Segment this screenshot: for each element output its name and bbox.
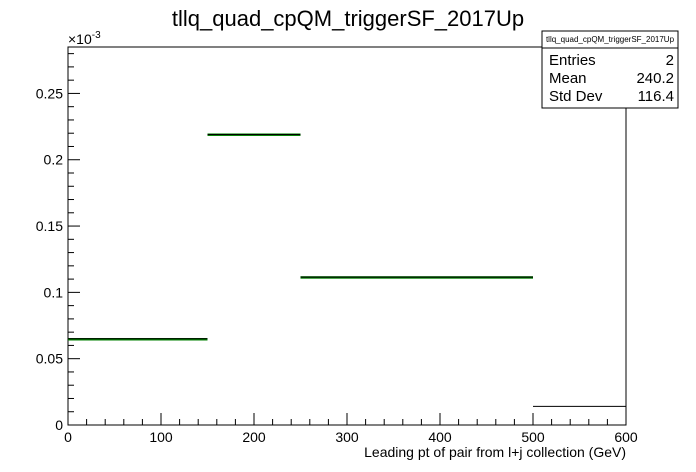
stats-entries-label: Entries xyxy=(549,52,596,69)
y-tick-label: 0.05 xyxy=(36,351,63,367)
histogram-bins xyxy=(68,133,626,407)
y-tick-label: 0.1 xyxy=(44,284,64,300)
x-tick-label: 600 xyxy=(614,429,638,445)
y-tick-label: 0.25 xyxy=(36,85,63,101)
x-axis: 0 100 200 300 400 500 600 xyxy=(64,413,638,445)
stats-stddev-value: 116.4 xyxy=(638,88,674,105)
chart-title: tllq_quad_cpQM_triggerSF_2017Up xyxy=(172,6,524,31)
stats-mean-label: Mean xyxy=(549,70,587,87)
stats-box-frame xyxy=(541,30,679,109)
x-axis-label: Leading pt of pair from l+j collection (… xyxy=(364,444,626,460)
x-tick-label: 0 xyxy=(64,429,72,445)
x-tick-label: 200 xyxy=(242,429,266,445)
y-axis: 0 0.05 0.1 0.15 0.2 0.25 xyxy=(36,53,80,433)
x-tick-label: 100 xyxy=(149,429,173,445)
x-tick-label: 300 xyxy=(335,429,359,445)
y-tick-label: 0.15 xyxy=(36,218,63,234)
y-tick-label: 0.2 xyxy=(44,152,64,168)
stats-entries-value: 2 xyxy=(666,52,674,69)
stats-stddev-label: Std Dev xyxy=(549,88,603,105)
stats-box-title: tllq_quad_cpQM_triggerSF_2017Up xyxy=(546,35,675,44)
stats-box: tllq_quad_cpQM_triggerSF_2017Up Entries … xyxy=(541,30,679,109)
y-tick-label: 0 xyxy=(55,417,63,433)
x-tick-label: 400 xyxy=(428,429,452,445)
stats-mean-value: 240.2 xyxy=(636,70,674,87)
x-tick-label: 500 xyxy=(521,429,545,445)
y-axis-multiplier: ×10-3 xyxy=(68,30,101,47)
